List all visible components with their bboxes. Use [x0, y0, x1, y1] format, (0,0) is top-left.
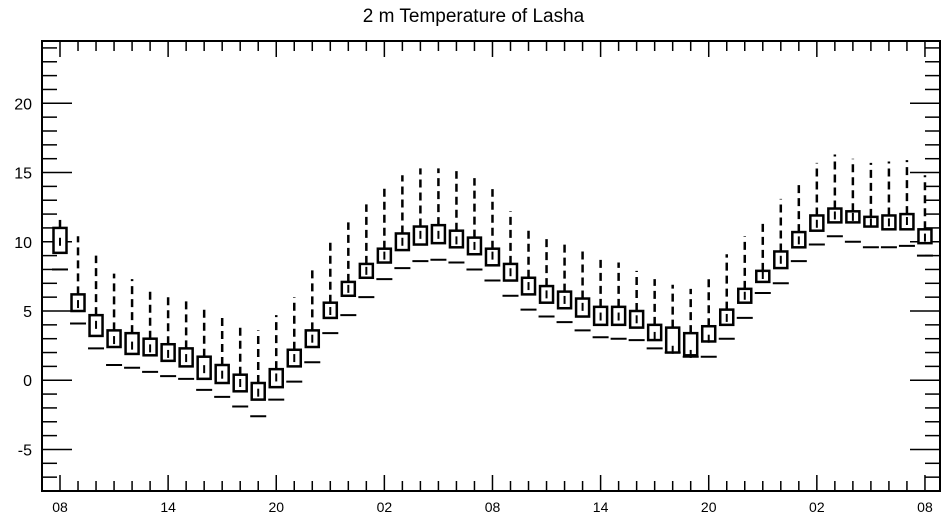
x-tick-label: 02 [809, 499, 825, 515]
box-2 [88, 255, 105, 350]
box-31 [610, 262, 627, 340]
box-34 [664, 284, 681, 354]
box-22 [448, 171, 465, 264]
x-axis: 08 14 20 02 08 14 20 02 08 [52, 41, 933, 515]
box-28 [556, 241, 573, 324]
y-tick-label: 15 [14, 166, 32, 183]
x-tick-label: 02 [377, 499, 393, 515]
box-25 [502, 211, 519, 297]
y-tick-label: 10 [14, 235, 32, 252]
box-5 [142, 287, 159, 373]
box-44 [844, 158, 861, 243]
chart-title: 2 m Temperature of Lasha [362, 6, 585, 27]
x-tick-label: 20 [701, 499, 717, 515]
y-tick-label: 5 [23, 304, 32, 321]
box-12 [268, 315, 285, 401]
y-tick-label: 0 [23, 373, 32, 390]
box-4 [124, 279, 141, 369]
box-40 [772, 198, 789, 285]
box-6 [160, 293, 177, 378]
x-tick-label: 08 [917, 499, 933, 515]
box-18 [376, 187, 393, 281]
box-33 [646, 279, 663, 350]
box-1 [70, 236, 87, 325]
x-tick-label: 20 [268, 499, 284, 515]
box-11 [250, 330, 267, 418]
box-13 [286, 297, 303, 383]
box-9 [214, 313, 231, 398]
box-48 [916, 175, 933, 257]
box-35 [682, 288, 699, 358]
box-19 [394, 175, 411, 270]
box-14 [304, 268, 321, 364]
box-41 [790, 180, 807, 263]
plot-frame [41, 40, 941, 492]
x-tick-label: 08 [52, 499, 68, 515]
box-38 [736, 236, 753, 319]
box-36 [700, 277, 717, 358]
boxes-layer [52, 154, 933, 418]
box-10 [232, 323, 249, 408]
box-37 [718, 254, 735, 340]
box-42 [808, 162, 825, 246]
box-46 [880, 161, 897, 249]
box-15 [322, 241, 339, 335]
x-tick-label: 14 [593, 499, 609, 515]
box-7 [178, 298, 195, 380]
box-21 [430, 168, 447, 261]
box-26 [520, 229, 537, 311]
box-20 [412, 168, 429, 263]
box-39 [754, 219, 771, 294]
box-0 [52, 219, 68, 271]
y-tick-label: 20 [14, 96, 32, 113]
box-27 [538, 236, 555, 318]
box-29 [574, 250, 591, 332]
box-8 [196, 306, 213, 391]
x-tick-label: 08 [485, 499, 501, 515]
box-24 [484, 189, 501, 282]
box-17 [358, 204, 375, 299]
box-43 [826, 154, 843, 238]
box-30 [592, 259, 609, 339]
x-tick-label: 14 [160, 499, 176, 515]
box-3 [106, 273, 123, 366]
box-16 [340, 222, 357, 317]
box-47 [898, 160, 915, 247]
box-45 [862, 162, 879, 249]
box-32 [628, 270, 645, 342]
y-tick-label: -5 [18, 442, 32, 459]
box-23 [466, 178, 483, 271]
